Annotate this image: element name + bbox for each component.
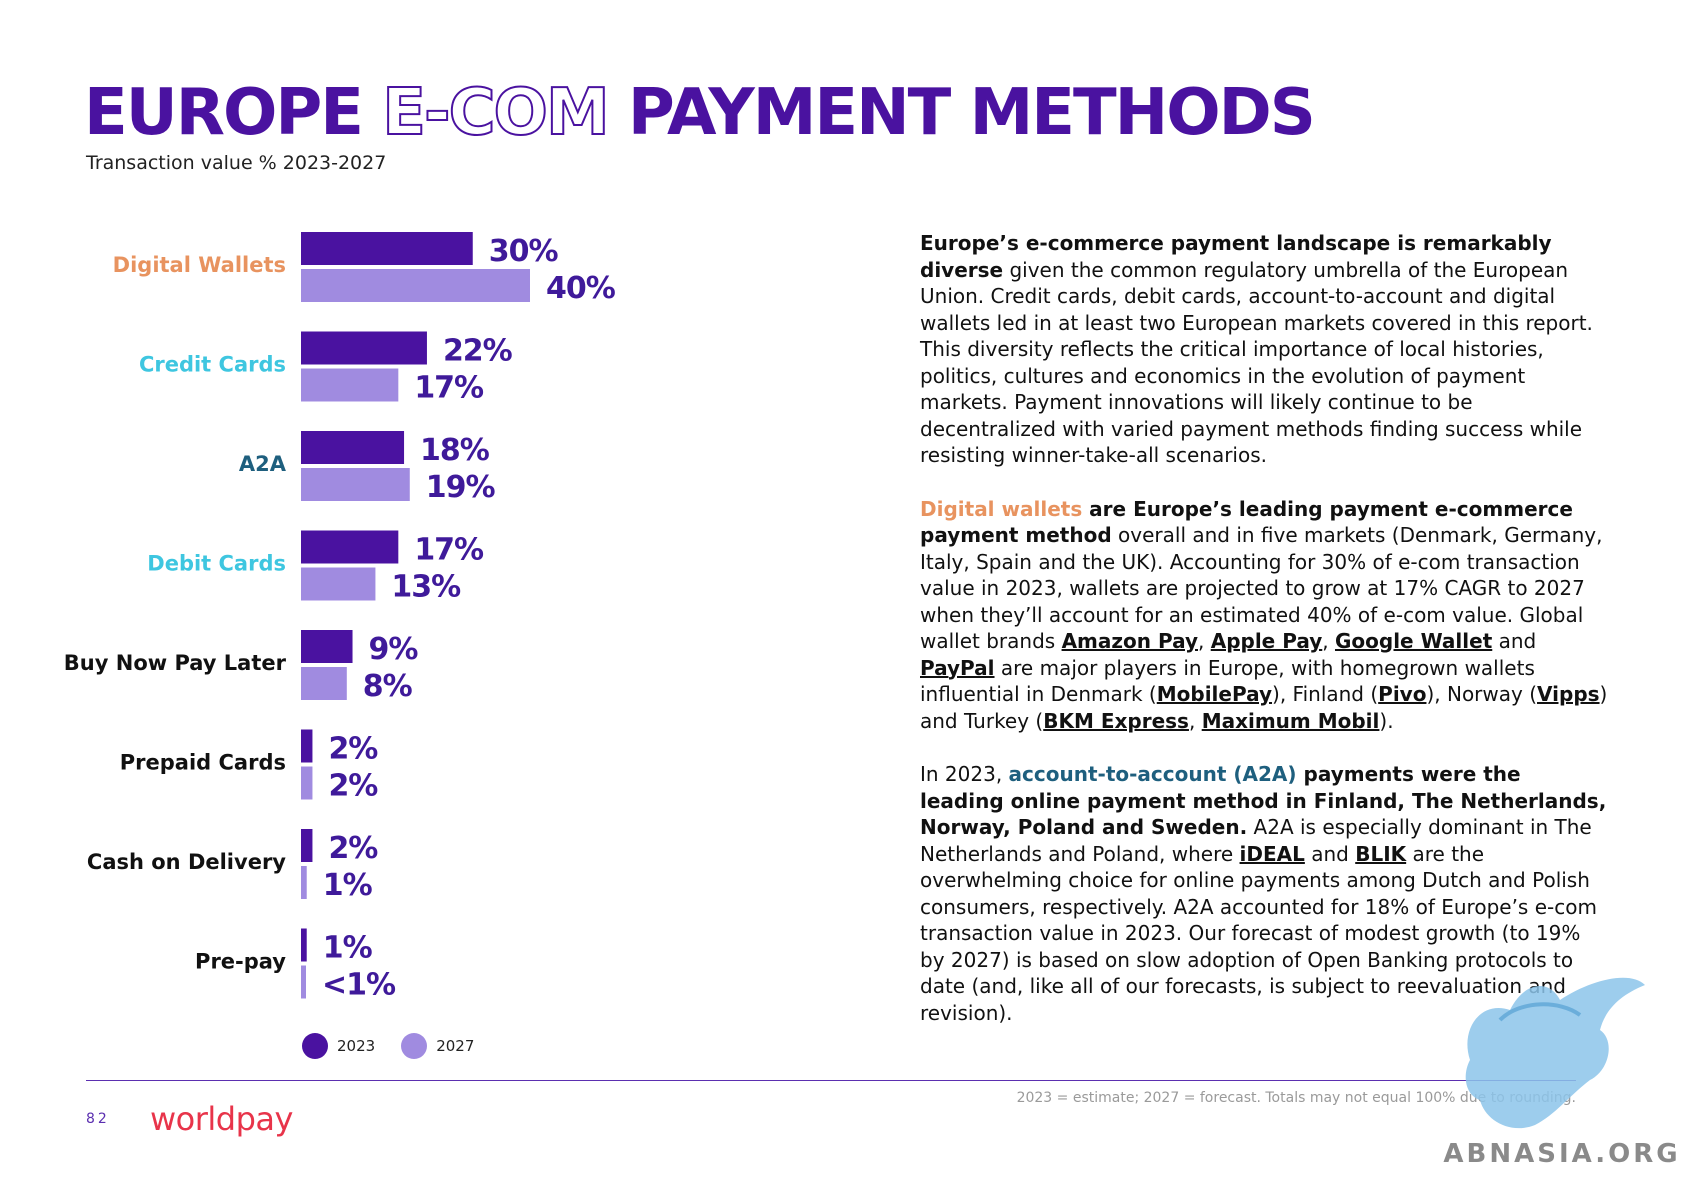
brand-blik: BLIK — [1355, 841, 1407, 866]
digital-wallets-text: overall and in five markets (Denmark, Ge… — [920, 523, 1603, 653]
bar-2027 — [301, 766, 313, 800]
brand-amazon-pay: Amazon Pay — [1061, 629, 1198, 653]
separator: , — [1322, 629, 1335, 653]
bar-2023 — [301, 232, 473, 265]
legend-swatch-2027 — [401, 1033, 428, 1059]
data-label-2027: 1% — [323, 868, 373, 903]
brand-ideal: iDEAL — [1239, 841, 1305, 866]
data-label-2023: 17% — [414, 533, 484, 568]
bar-2027 — [301, 269, 530, 302]
brand-maximum-mobil: Maximum Mobil — [1201, 708, 1380, 733]
category-label: Debit Cards — [147, 552, 286, 576]
bar-2027 — [301, 368, 399, 402]
chart-legend: 2023 2027 — [302, 1033, 474, 1059]
legend-item-2023: 2023 — [302, 1033, 375, 1059]
bar-2027 — [301, 866, 307, 899]
bar-2027 — [301, 667, 347, 700]
separator: and — [1304, 841, 1356, 866]
legend-swatch-2023 — [302, 1033, 328, 1059]
watermark-griffin-logo: ABNASIA.ORG — [1443, 977, 1680, 1169]
category-label: Pre-pay — [195, 950, 286, 974]
title-part-1: EUROPE — [84, 76, 364, 150]
body-text: Europe’s e-commerce payment landscape is… — [920, 230, 1610, 1053]
a2a-text: A2A is especially dominant in The Nether… — [920, 815, 1592, 866]
digital-wallets-text: ). — [1379, 708, 1394, 733]
bar-2027 — [301, 567, 376, 601]
data-label-2027: 17% — [414, 371, 484, 406]
digital-wallets-highlight: Digital wallets — [920, 496, 1083, 521]
separator: , — [1188, 708, 1202, 733]
footer-divider — [86, 1080, 1576, 1081]
category-label: Buy Now Pay Later — [64, 651, 287, 675]
title-part-2: E-COM — [381, 75, 610, 151]
brand-pivo: Pivo — [1378, 682, 1427, 706]
brand-vipps: Vipps — [1537, 682, 1600, 706]
data-label-2023: 18% — [420, 433, 490, 468]
worldpay-logo: worldpay — [150, 1100, 293, 1138]
category-label: Prepaid Cards — [120, 751, 286, 775]
data-label-2027: 2% — [328, 769, 378, 804]
separator: , — [1198, 629, 1211, 653]
data-label-2023: 30% — [489, 234, 559, 269]
data-label-2023: 22% — [443, 334, 513, 369]
overview-lead: Europe’s e-commerce payment landscape is… — [920, 231, 1552, 282]
digital-wallets-lead: are Europe’s leading payment e-commerce … — [920, 496, 1573, 548]
watermark-text: ABNASIA.ORG — [1443, 1139, 1680, 1169]
data-label-2023: 2% — [328, 831, 378, 866]
page-title: EUROPE E-COM PAYMENT METHODS — [84, 70, 1316, 156]
category-label: Credit Cards — [139, 353, 286, 377]
bar-chart: Digital Wallets 30%40%Credit Cards 22%17%A… — [64, 232, 617, 1003]
category-label: Cash on Delivery — [87, 850, 286, 874]
bar-2023 — [301, 829, 313, 862]
data-label-2027: 40% — [546, 271, 616, 306]
page-number: 82 — [86, 1111, 110, 1127]
digital-wallets-text: ), Finland ( — [1272, 682, 1379, 706]
data-label-2023: 2% — [328, 732, 378, 767]
data-label-2027: 13% — [391, 570, 461, 605]
data-label-2027: <1% — [322, 968, 396, 1003]
a2a-lead: payments were the leading online payment… — [920, 762, 1607, 839]
data-label-2027: 8% — [363, 669, 413, 704]
bar-2023 — [301, 530, 399, 564]
a2a-text: In 2023, — [920, 762, 1009, 786]
data-label-2027: 19% — [426, 470, 496, 505]
brand-apple-pay: Apple Pay — [1210, 629, 1323, 653]
griffin-icon — [1465, 977, 1645, 1129]
data-label-2023: 1% — [323, 931, 373, 966]
brand-bkm-express: BKM Express — [1043, 708, 1189, 733]
title-part-3: PAYMENT METHODS — [627, 76, 1316, 150]
bar-2023 — [301, 729, 313, 763]
overview-text: given the common regulatory umbrella of … — [920, 257, 1593, 468]
digital-wallets-text: are major players in Europe, with homegr… — [920, 655, 1535, 707]
separator: and — [1492, 629, 1537, 653]
a2a-highlight: account-to-account (A2A) — [1008, 762, 1297, 786]
brand-google-wallet: Google Wallet — [1334, 629, 1493, 653]
footnote: 2023 = estimate; 2027 = forecast. Totals… — [1016, 1090, 1576, 1106]
bar-2023 — [301, 331, 427, 365]
digital-wallets-text: ) and Turkey ( — [920, 682, 1608, 733]
legend-label-2023: 2023 — [337, 1037, 376, 1055]
bar-2027 — [301, 965, 306, 999]
paragraph-a2a: In 2023, account-to-account (A2A) paymen… — [920, 761, 1610, 1026]
brand-paypal: PayPal — [920, 655, 995, 680]
page-subtitle: Transaction value % 2023-2027 — [86, 152, 387, 174]
paragraph-overview: Europe’s e-commerce payment landscape is… — [920, 230, 1610, 469]
legend-label-2027: 2027 — [436, 1037, 475, 1055]
brand-mobilepay: MobilePay — [1156, 682, 1273, 706]
category-label: A2A — [239, 452, 287, 476]
paragraph-digital-wallets: Digital wallets are Europe’s leading pay… — [920, 496, 1610, 735]
bar-2023 — [301, 431, 405, 464]
bar-2027 — [301, 468, 410, 501]
category-label: Digital Wallets — [113, 253, 286, 277]
digital-wallets-text: ), Norway ( — [1426, 682, 1538, 706]
legend-item-2027: 2027 — [401, 1033, 474, 1059]
bar-2023 — [301, 928, 307, 962]
a2a-text: are the overwhelming choice for online p… — [920, 841, 1597, 1025]
data-label-2023: 9% — [369, 632, 419, 667]
bar-2023 — [301, 630, 353, 663]
